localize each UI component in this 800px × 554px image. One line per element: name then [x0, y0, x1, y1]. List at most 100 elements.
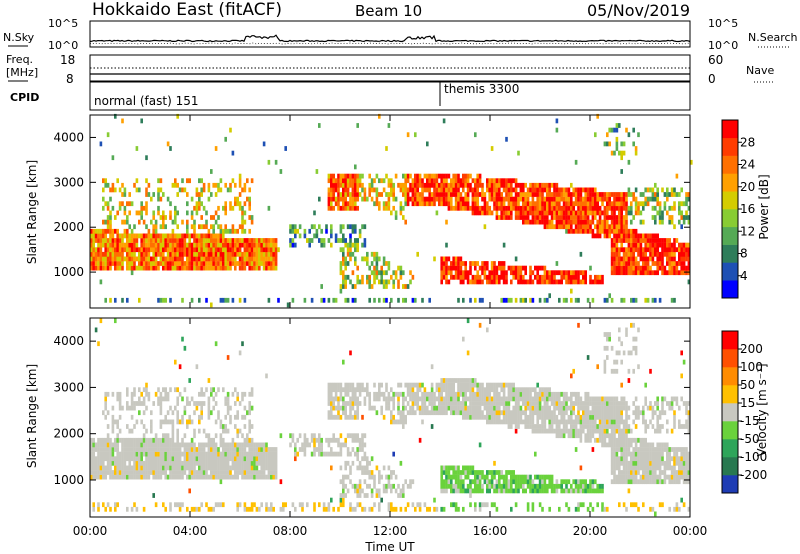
echo-cell: [438, 173, 441, 179]
echo-cell: [658, 215, 662, 220]
echo-cell: [572, 192, 575, 197]
echo-cell: [198, 178, 201, 184]
echo-cell: [186, 242, 189, 248]
echo-cell: [526, 215, 530, 220]
noise-right-label: N.Search: [748, 31, 798, 44]
echo-cell: [337, 442, 340, 448]
echo-cell: [140, 460, 143, 466]
y-tick-label: 1000: [53, 265, 84, 279]
echo-cell: [531, 219, 535, 225]
echo-cell: [109, 215, 112, 220]
echo-cell: [147, 242, 151, 248]
echo-cell: [471, 414, 475, 420]
echo-cell: [121, 251, 124, 257]
echo-cell: [356, 192, 359, 197]
echo-cell: [450, 270, 453, 276]
echo-cell: [380, 497, 383, 503]
echo-cell: [596, 233, 599, 239]
echo-cell: [234, 242, 237, 248]
echo-cell: [126, 233, 129, 239]
echo-cell: [334, 178, 338, 184]
echo-cell: [94, 256, 98, 262]
echo-cell: [366, 256, 369, 262]
echo-cell: [483, 405, 487, 411]
echo-cell: [474, 414, 477, 420]
echo-cell: [570, 433, 573, 439]
echo-cell: [217, 265, 220, 271]
echo-cell: [524, 279, 527, 285]
echo-cell: [555, 261, 559, 266]
echo-cell: [181, 251, 184, 257]
echo-cell: [613, 210, 616, 216]
echo-cell: [433, 201, 436, 207]
echo-cell: [440, 401, 443, 406]
echo-cell: [493, 178, 496, 184]
echo-cell: [370, 456, 374, 462]
echo-cell: [272, 242, 275, 248]
echo-cell: [378, 502, 381, 508]
echo-cell: [224, 470, 227, 475]
echo-cell: [634, 270, 638, 276]
echo-cell: [154, 447, 158, 452]
echo-cell: [574, 433, 578, 439]
echo-cell: [166, 265, 170, 271]
echo-cell: [94, 265, 98, 271]
echo-cell: [102, 261, 105, 266]
echo-cell: [238, 451, 242, 457]
echo-cell: [111, 451, 115, 457]
echo-cell: [570, 483, 573, 489]
echo-cell: [510, 391, 513, 397]
echo-cell: [229, 451, 232, 457]
echo-cell: [214, 238, 218, 243]
echo-cell: [409, 396, 412, 402]
echo-cell: [457, 182, 460, 188]
echo-cell: [627, 247, 631, 253]
echo-cell: [200, 265, 203, 271]
echo-cell: [498, 178, 501, 184]
echo-cell: [342, 405, 345, 411]
echo-cell: [615, 123, 619, 128]
echo-cell: [469, 205, 472, 211]
echo-cell: [337, 410, 340, 416]
echo-cell: [658, 219, 662, 225]
echo-cell: [462, 470, 465, 475]
echo-cell: [639, 201, 643, 207]
echo-cell: [121, 238, 124, 243]
echo-cell: [574, 228, 578, 234]
echo-cell: [502, 391, 506, 397]
echo-cell: [502, 265, 506, 271]
echo-cell: [363, 256, 367, 262]
echo-cell: [188, 414, 191, 420]
echo-cell: [651, 205, 655, 211]
echo-cell: [522, 265, 525, 271]
echo-cell: [358, 178, 362, 184]
echo-cell: [356, 196, 359, 202]
echo-cell: [140, 238, 143, 243]
echo-cell: [387, 391, 391, 397]
echo-cell: [582, 428, 585, 434]
echo-cell: [133, 247, 136, 253]
echo-cell: [663, 251, 667, 257]
echo-cell: [450, 401, 453, 406]
echo-cell: [320, 447, 323, 452]
echo-cell: [469, 410, 472, 416]
echo-cell: [464, 173, 467, 179]
echo-cell: [224, 136, 227, 142]
echo-cell: [258, 247, 261, 253]
echo-cell: [416, 192, 419, 197]
echo-cell: [128, 192, 131, 197]
echo-cell: [346, 251, 350, 257]
echo-cell: [519, 297, 523, 303]
echo-cell: [670, 251, 674, 257]
echo-cell: [260, 261, 263, 266]
echo-cell: [224, 242, 227, 248]
echo-cell: [188, 465, 191, 471]
echo-cell: [190, 251, 194, 257]
echo-cell: [150, 261, 153, 266]
echo-cell: [154, 442, 158, 448]
echo-cell: [337, 401, 340, 406]
echo-cell: [109, 506, 112, 512]
echo-cell: [130, 456, 134, 462]
echo-cell: [178, 391, 182, 397]
